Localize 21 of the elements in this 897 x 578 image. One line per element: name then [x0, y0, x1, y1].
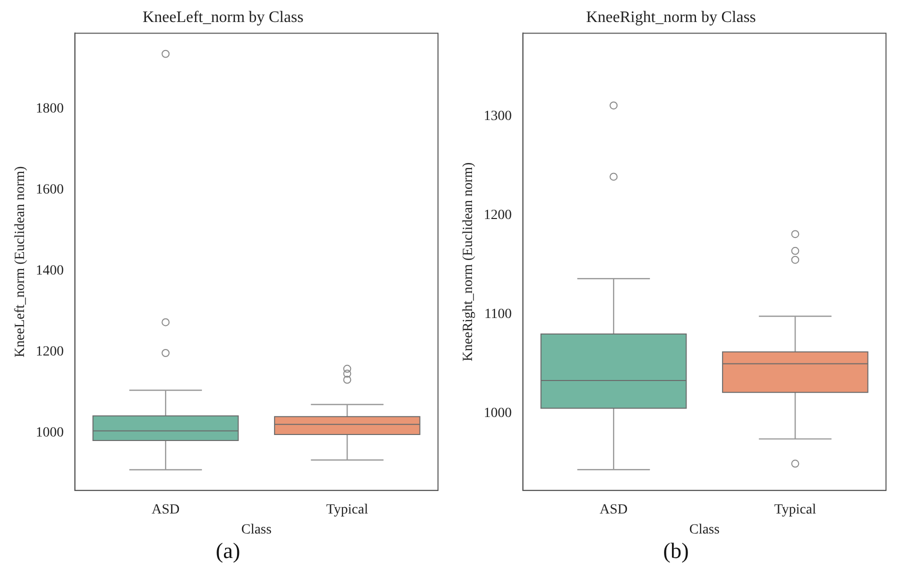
y-tick-label: 1300 [484, 109, 512, 124]
y-tick-label: 1100 [484, 306, 512, 322]
y-tick-label: 1200 [36, 344, 64, 360]
y-tick-label: 1000 [484, 406, 512, 421]
y-tick-label: 1600 [36, 182, 64, 198]
x-tick-label: ASD [600, 502, 628, 518]
x-tick-label: ASD [152, 502, 180, 518]
text: (b) [663, 538, 689, 564]
chart-title: KneeLeft_norm by Class [142, 8, 304, 26]
chart-title: KneeRight_norm by Class [586, 8, 756, 26]
y-tick-label: 1000 [36, 426, 64, 441]
y-axis-title: KneeRight_norm (Euclidean norm) [461, 162, 476, 362]
y-tick-label: 1400 [36, 263, 64, 278]
x-tick-label: Typical [326, 502, 368, 518]
x-axis-title: Class [689, 522, 720, 538]
x-tick-label: Typical [774, 502, 816, 518]
y-axis-title: KneeLeft_norm (Euclidean norm) [13, 166, 28, 358]
y-tick-label: 1200 [484, 208, 512, 223]
y-tick-label: 1800 [36, 101, 64, 116]
x-axis-title: Class [241, 522, 272, 538]
text: (a) [216, 538, 240, 564]
